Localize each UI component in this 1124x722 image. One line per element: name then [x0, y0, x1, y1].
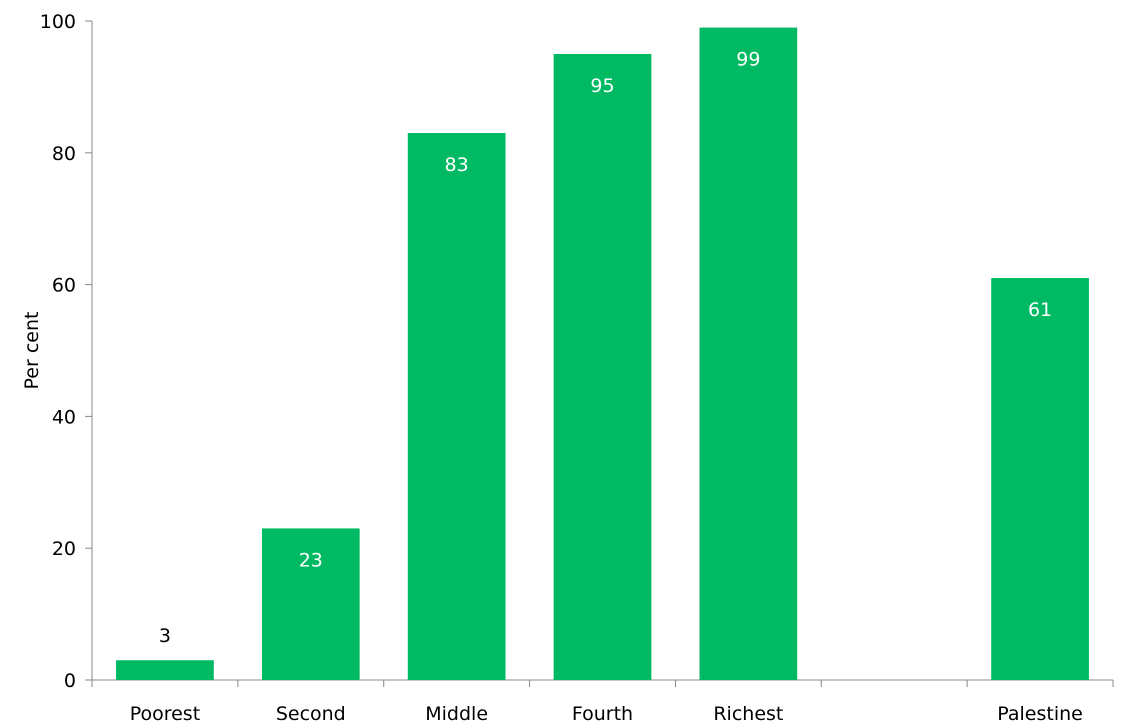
x-axis: Poorest Second Middle Fourth Richest Palestin…: [91, 679, 1114, 722]
y-tick-label: 0: [64, 670, 76, 692]
y-axis: 0 20 40 60 80 100: [40, 11, 93, 692]
bar: [261, 528, 360, 680]
y-tick-label: 60: [52, 275, 76, 297]
x-tick-label: Poorest: [130, 703, 200, 722]
data-label: 99: [736, 49, 760, 71]
data-label: 3: [159, 625, 171, 647]
bar: [116, 660, 214, 680]
y-axis-title: Per cent: [21, 312, 43, 390]
x-tick-label: Second: [276, 703, 346, 722]
bar: [991, 278, 1089, 680]
data-label: 95: [590, 75, 614, 97]
bar: [407, 133, 506, 680]
bars: 3 23 83 95 99 61: [116, 27, 1089, 680]
y-tick-label: 20: [52, 538, 76, 560]
y-tick-label: 100: [40, 11, 76, 33]
bar: [553, 53, 652, 680]
x-tick-label: Richest: [713, 703, 783, 722]
data-label: 83: [445, 154, 469, 176]
x-tick-label: Palestine: [997, 703, 1083, 722]
y-tick-label: 40: [52, 406, 76, 428]
data-label: 61: [1028, 299, 1052, 321]
y-tick-label: 80: [52, 143, 76, 165]
x-tick-label: Fourth: [572, 703, 633, 722]
x-tick-label: Middle: [425, 703, 488, 722]
bar: [699, 27, 798, 680]
data-label: 23: [299, 549, 323, 571]
